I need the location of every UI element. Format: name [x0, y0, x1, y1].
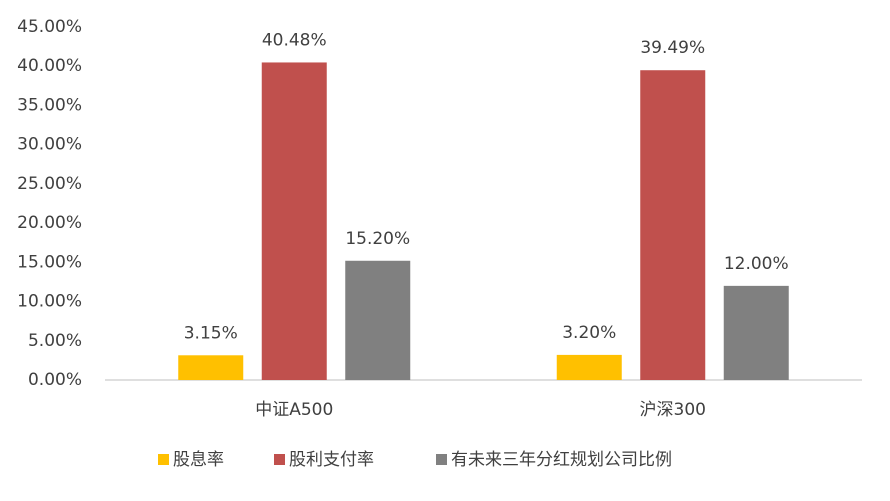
value-label: 3.15%: [184, 323, 238, 343]
legend-label: 股息率: [173, 450, 224, 470]
value-label: 40.48%: [262, 30, 327, 50]
y-tick-label: 45.00%: [17, 17, 82, 37]
y-tick-label: 5.00%: [28, 331, 82, 351]
value-label: 15.20%: [345, 229, 410, 249]
legend-swatch: [274, 454, 285, 465]
bar: [178, 355, 244, 380]
value-label: 12.00%: [724, 254, 789, 274]
y-tick-label: 35.00%: [17, 95, 82, 115]
y-tick-label: 40.00%: [17, 56, 82, 76]
legend-swatch: [436, 454, 447, 465]
x-tick-label: 中证A500: [255, 400, 333, 420]
y-tick-label: 15.00%: [17, 252, 82, 272]
legend-swatch: [158, 454, 169, 465]
x-tick-label: 沪深300: [640, 400, 706, 420]
bar: [556, 354, 622, 380]
y-tick-label: 0.00%: [28, 370, 82, 390]
legend-label: 股利支付率: [289, 450, 374, 470]
legend-label: 有未来三年分红规划公司比例: [451, 450, 672, 470]
y-tick-label: 20.00%: [17, 213, 82, 233]
y-tick-label: 25.00%: [17, 174, 82, 194]
value-label: 3.20%: [562, 323, 616, 343]
bar: [723, 285, 789, 380]
bar: [261, 62, 327, 381]
bar: [640, 70, 706, 380]
bar: [345, 260, 411, 380]
value-label: 39.49%: [640, 38, 705, 58]
y-tick-label: 10.00%: [17, 292, 82, 312]
y-tick-label: 30.00%: [17, 135, 82, 155]
